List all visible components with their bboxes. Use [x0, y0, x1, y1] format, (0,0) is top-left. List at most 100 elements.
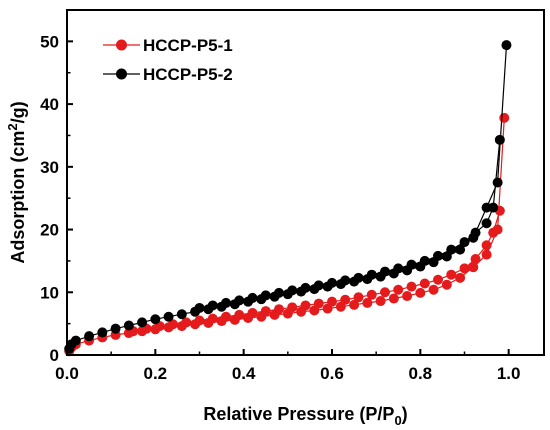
series-1-desorption-point: [459, 263, 470, 274]
series-1-adsorption-point: [388, 293, 399, 304]
series-1-desorption-point: [353, 292, 364, 303]
x-tick-label: 0.2: [144, 364, 168, 383]
series-1-desorption-point: [221, 311, 231, 322]
series-2-desorption-point: [470, 227, 481, 238]
series-2-desorption-point: [260, 290, 271, 301]
series-2-adsorption-point: [150, 314, 161, 325]
series-1-desorption-point: [488, 227, 499, 238]
series-1-adsorption-point: [455, 272, 466, 283]
series-2-desorption-point: [234, 295, 245, 306]
series-1-adsorption-point: [468, 262, 479, 273]
series-2-desorption-point: [433, 250, 443, 261]
series-2-desorption-point: [340, 275, 351, 286]
series-1-adsorption-point: [428, 284, 439, 295]
x-tick-label: 0.4: [232, 364, 256, 383]
series-1-desorption-point: [168, 319, 178, 330]
legend-label: HCCP-P5-1: [143, 36, 233, 55]
series-2-desorption-point: [459, 237, 470, 248]
x-tick-label: 1.0: [497, 364, 521, 383]
x-axis: 0.0 0.2 0.4 0.6 0.8 1.0: [55, 349, 520, 383]
y-tick-label: 20: [40, 221, 59, 240]
series-2-adsorption-point: [97, 327, 108, 338]
series-1-desorption-point: [446, 269, 457, 280]
series-layer: [64, 40, 512, 357]
series-1-desorption-point: [207, 313, 218, 324]
series-2-desorption-point: [300, 282, 311, 293]
series-1-desorption-point: [194, 315, 205, 326]
series-1-desorption-point: [380, 287, 390, 298]
series-1-desorption-point: [393, 284, 404, 295]
series-2-desorption-point: [327, 277, 337, 288]
y-tick-label: 30: [40, 158, 59, 177]
series-1-desorption-point: [181, 317, 192, 328]
y-tick-label: 10: [40, 283, 59, 302]
series-2-adsorption-point: [123, 320, 134, 331]
series-1-adsorption-point: [349, 299, 360, 310]
series-2-adsorption-point: [163, 311, 174, 322]
x-tick-label: 0.6: [320, 364, 344, 383]
series-1-adsorption-point: [402, 291, 413, 302]
series-1-desorption-point: [274, 304, 284, 315]
series-1-desorption-point: [470, 254, 481, 265]
x-axis-title: Relative Pressure (P/P0): [203, 404, 407, 428]
series-1-desorption-point: [260, 306, 271, 317]
series-2-desorption-point: [494, 134, 505, 145]
series-1-desorption-point: [406, 281, 417, 292]
x-tick-label: 0.0: [55, 364, 79, 383]
series-1-desorption-point: [366, 289, 377, 300]
series-2-adsorption-point: [84, 331, 95, 342]
series-1-desorption-point: [313, 298, 324, 309]
series-1-desorption-point: [419, 278, 430, 289]
series-2-adsorption-point: [501, 40, 512, 51]
legend-marker: [116, 68, 127, 80]
legend-marker: [116, 39, 127, 51]
series-2-adsorption-point: [176, 309, 187, 320]
series-2-adsorption-point: [70, 335, 81, 346]
series-2-desorption-point: [313, 280, 324, 291]
series-2-adsorption-point: [492, 177, 503, 188]
series-2-desorption-point: [488, 202, 499, 213]
series-1-adsorption-point: [375, 296, 386, 307]
x-tick-label: 0.8: [409, 364, 433, 383]
series-2-desorption-point: [207, 300, 218, 311]
series-1-desorption-point: [287, 302, 298, 313]
legend-label: HCCP-P5-2: [143, 65, 233, 84]
series-1-adsorption-point: [362, 297, 373, 308]
series-2-desorption-point: [274, 287, 284, 298]
series-1-desorption-point: [340, 294, 351, 305]
series-2-desorption-point: [481, 218, 492, 229]
series-1-desorption-point: [247, 307, 258, 318]
series-2-desorption-point: [247, 292, 258, 303]
legend: HCCP-P5-1 HCCP-P5-2: [103, 36, 233, 84]
series-2-desorption-point: [406, 259, 417, 270]
series-2-adsorption-line: [68, 45, 508, 349]
series-1-desorption-point: [327, 296, 337, 307]
series-2-desorption-point: [194, 302, 205, 313]
series-2-desorption-point: [287, 285, 298, 296]
series-2-adsorption-point: [455, 244, 466, 255]
series-1-adsorption-point: [415, 287, 426, 298]
series-2-adsorption-point: [137, 317, 148, 328]
y-axis: 0 10 20 30 40 50: [40, 9, 73, 365]
series-2-desorption-point: [446, 244, 457, 255]
series-1-adsorption-point: [499, 112, 510, 123]
series-2-desorption-point: [393, 263, 404, 274]
series-2-desorption-point: [353, 272, 364, 283]
series-1-desorption-point: [433, 274, 443, 285]
series-1-adsorption-point: [481, 249, 492, 260]
series-2-adsorption-point: [110, 323, 121, 334]
series-2-desorption-point: [380, 266, 390, 277]
y-tick-label: 40: [40, 95, 59, 114]
y-tick-label: 0: [50, 346, 59, 365]
series-2-desorption-point: [221, 297, 231, 308]
series-1-adsorption-point: [441, 279, 452, 290]
series-2-desorption-point: [419, 255, 430, 266]
y-tick-label: 50: [40, 32, 59, 51]
y-axis-title: Adsorption (cm2/g): [5, 101, 28, 263]
series-1-desorption-point: [300, 300, 311, 311]
series-2-desorption-point: [366, 269, 377, 280]
series-1-desorption-point: [481, 240, 492, 251]
plot-frame: [66, 9, 545, 356]
series-1-desorption-point: [234, 309, 245, 320]
